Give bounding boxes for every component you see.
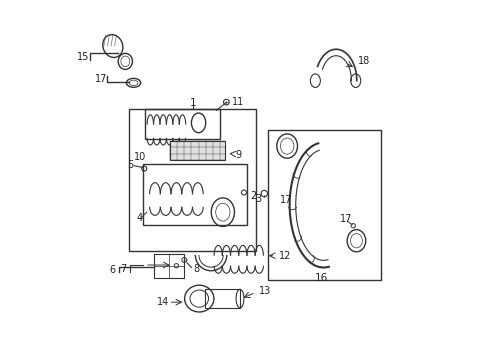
- Text: 8: 8: [194, 264, 200, 274]
- Text: 18: 18: [358, 56, 370, 66]
- Bar: [129, 109, 256, 251]
- Text: 4: 4: [137, 212, 143, 222]
- Text: 17: 17: [95, 74, 108, 84]
- Text: 2: 2: [250, 191, 257, 201]
- Text: 14: 14: [157, 297, 169, 307]
- Text: 1: 1: [190, 98, 196, 108]
- Bar: [268, 130, 381, 280]
- Text: 6: 6: [110, 265, 116, 275]
- Text: 7: 7: [121, 264, 127, 274]
- Bar: [170, 141, 225, 160]
- Text: 17: 17: [280, 195, 292, 204]
- Text: 3: 3: [255, 194, 261, 204]
- Text: 11: 11: [232, 97, 244, 107]
- Text: 5: 5: [127, 159, 133, 170]
- Text: 17: 17: [340, 214, 352, 224]
- Bar: [154, 254, 184, 278]
- Text: 10: 10: [133, 152, 146, 162]
- Text: 13: 13: [259, 287, 271, 296]
- Bar: [205, 289, 240, 308]
- Text: 16: 16: [315, 273, 328, 283]
- Text: 15: 15: [77, 52, 90, 62]
- Text: 12: 12: [279, 251, 292, 261]
- Text: 9: 9: [235, 150, 241, 160]
